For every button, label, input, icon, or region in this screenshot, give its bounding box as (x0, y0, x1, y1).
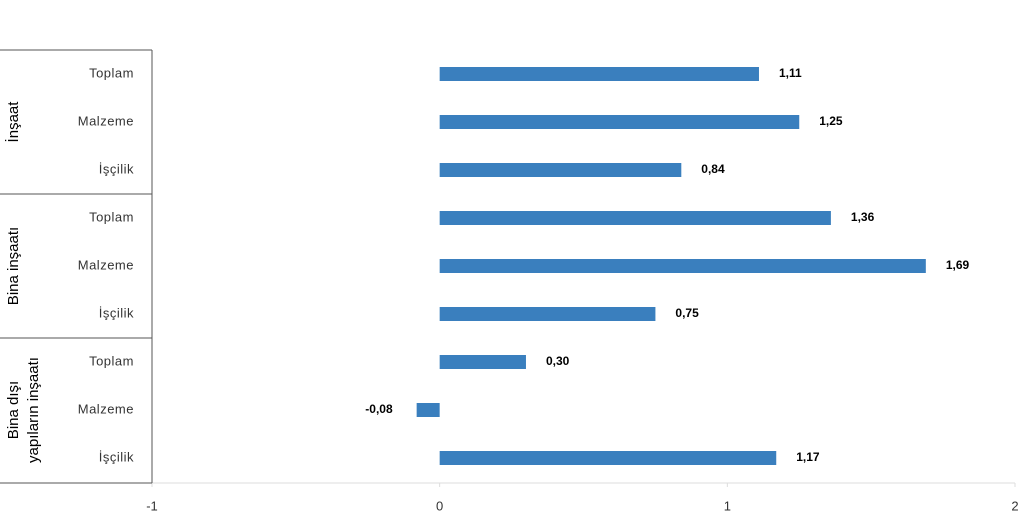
value-label: 0,84 (701, 162, 725, 176)
category-label: Malzeme (78, 113, 134, 128)
x-tick-label: -1 (146, 498, 158, 513)
bar (439, 115, 800, 129)
value-label: 1,11 (779, 66, 802, 80)
category-label: Malzeme (78, 401, 134, 416)
x-tick-label: 2 (1011, 498, 1018, 513)
category-label: İşçilik (99, 449, 134, 464)
group-label: Bina dışı (5, 381, 22, 439)
group-label: Bina inşaatı (5, 227, 22, 305)
value-label: 1,17 (796, 450, 820, 464)
bar (439, 451, 777, 465)
value-label: 1,36 (851, 210, 875, 224)
bar (439, 211, 831, 225)
value-label: 0,30 (546, 354, 570, 368)
category-label: Toplam (89, 65, 134, 80)
category-label: Toplam (89, 353, 134, 368)
value-label: -0,08 (365, 402, 393, 416)
bar (416, 403, 440, 417)
bar (439, 67, 759, 81)
category-label: İşçilik (99, 161, 134, 176)
value-label: 1,69 (946, 258, 970, 272)
bar (439, 259, 926, 273)
category-label: Malzeme (78, 257, 134, 272)
group-label: yapıların inşaatı (25, 357, 42, 463)
bar (439, 355, 526, 369)
category-label: İşçilik (99, 305, 134, 320)
bar (439, 307, 656, 321)
group-label: İnşaat (4, 101, 22, 143)
bar (439, 163, 682, 177)
category-label: Toplam (89, 209, 134, 224)
value-label: 0,75 (675, 306, 699, 320)
value-label: 1,25 (819, 114, 843, 128)
x-tick-label: 0 (436, 498, 443, 513)
x-tick-label: 1 (724, 498, 731, 513)
